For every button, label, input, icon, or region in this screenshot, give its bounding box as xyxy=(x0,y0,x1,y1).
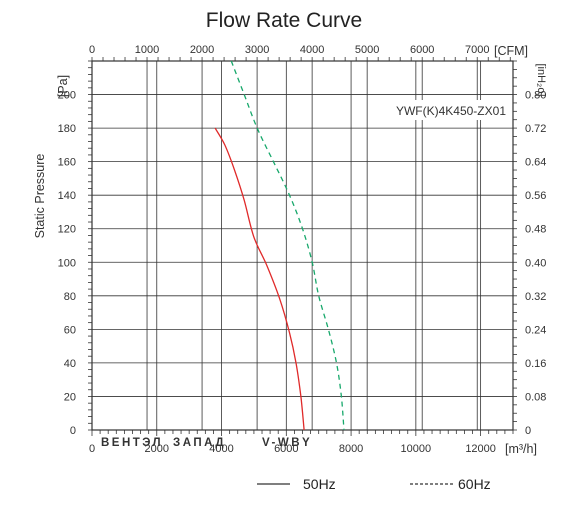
right-axis-unit: [inH₂o] xyxy=(535,63,547,96)
top-tick-label: 2000 xyxy=(190,44,214,56)
right-axis-ticks: 0 0.08 0.16 0.24 0.32 0.40 0.48 0.56 0.64 0.72 0.8… xyxy=(525,90,546,437)
left-tick-label: 140 xyxy=(58,190,76,202)
left-tick-label: 80 xyxy=(64,291,76,303)
bottom-tick-label: 8000 xyxy=(339,443,363,455)
right-tick-label: 0.56 xyxy=(525,190,546,202)
left-axis-ticks: 0 20 40 60 80 100 120 140 160 180 200 xyxy=(58,90,76,437)
left-axis-label: Static Pressure xyxy=(33,154,47,239)
top-tick-label: 4000 xyxy=(300,44,324,56)
left-axis-unit: [Pa] xyxy=(56,75,70,97)
bottom-tick-label: 2000 xyxy=(145,443,169,455)
top-tick-label: 5000 xyxy=(355,44,379,56)
top-tick-label: 1000 xyxy=(135,44,159,56)
left-tick-label: 120 xyxy=(58,224,76,236)
top-tick-label: 6000 xyxy=(410,44,434,56)
left-tick-label: 200 xyxy=(58,90,76,102)
right-tick-label: 0.48 xyxy=(525,224,546,236)
bottom-tick-label: 6000 xyxy=(274,443,298,455)
legend: 50Hz 60Hz xyxy=(257,476,491,492)
left-tick-label: 60 xyxy=(64,324,76,336)
minor-ticks xyxy=(88,57,517,436)
model-label: YWF(K)4K450-ZX01 xyxy=(396,104,506,118)
top-axis-unit: [CFM] xyxy=(494,44,528,58)
right-tick-label: 0.64 xyxy=(525,157,546,169)
right-tick-label: 0.80 xyxy=(525,90,546,102)
grid xyxy=(92,61,513,430)
watermark-text: ЗАПАД xyxy=(173,437,226,449)
top-tick-label: 3000 xyxy=(245,44,269,56)
legend-60hz-label: 60Hz xyxy=(458,476,491,492)
right-tick-label: 0 xyxy=(525,425,531,437)
series-line-50hz xyxy=(214,127,305,431)
right-tick-label: 0.24 xyxy=(525,324,546,336)
legend-50hz-label: 50Hz xyxy=(303,476,336,492)
right-tick-label: 0.72 xyxy=(525,123,546,135)
bottom-axis-ticks: 0 2000 4000 6000 8000 10000 12000 xyxy=(89,443,496,455)
left-tick-label: 180 xyxy=(58,123,76,135)
watermark-text: ВЕНТЭЛ xyxy=(101,437,163,449)
series-line-60hz xyxy=(230,60,345,431)
right-tick-label: 0.16 xyxy=(525,358,546,370)
chart-title: Flow Rate Curve xyxy=(206,9,362,32)
watermark-text: V-WBY xyxy=(262,437,312,449)
right-tick-label: 0.32 xyxy=(525,291,546,303)
right-tick-label: 0.08 xyxy=(525,391,546,403)
left-tick-label: 100 xyxy=(58,257,76,269)
bottom-tick-label: 12000 xyxy=(465,443,496,455)
series xyxy=(214,60,345,431)
left-tick-label: 160 xyxy=(58,157,76,169)
left-tick-label: 20 xyxy=(64,391,76,403)
bottom-tick-label: 4000 xyxy=(209,443,233,455)
watermark: ВЕНТЭЛ ЗАПАД V-WBY xyxy=(101,437,312,449)
right-tick-label: 0.40 xyxy=(525,257,546,269)
top-axis-ticks: 0 1000 2000 3000 4000 5000 6000 7000 xyxy=(89,44,490,56)
bottom-tick-label: 0 xyxy=(89,443,95,455)
left-tick-label: 0 xyxy=(70,425,76,437)
top-tick-label: 0 xyxy=(89,44,95,56)
bottom-tick-label: 10000 xyxy=(401,443,432,455)
model-label-background xyxy=(384,100,509,120)
top-tick-label: 7000 xyxy=(465,44,489,56)
left-tick-label: 40 xyxy=(64,358,76,370)
plot-frame xyxy=(91,60,514,431)
bottom-axis-unit: [m³/h] xyxy=(505,442,537,456)
